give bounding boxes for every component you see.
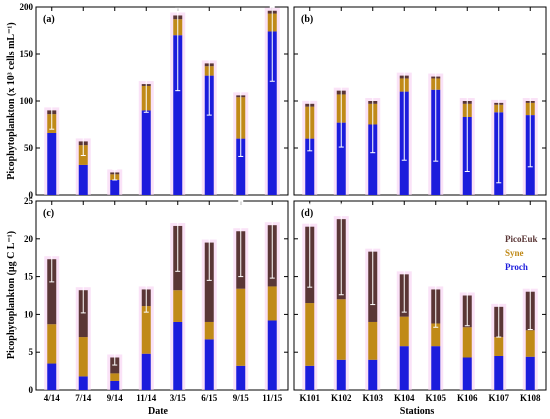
x-tick-label: 4/14 bbox=[44, 393, 61, 403]
panel-c: (c) 0 5 10 15 20 25 4/14 7/14 9/14 11/14 3/15 6/15 9/… bbox=[24, 196, 289, 403]
x-tick-label: K103 bbox=[362, 393, 383, 403]
bar-segment-proch bbox=[368, 359, 378, 390]
bar-segment-syne bbox=[368, 321, 378, 360]
bar-segment-proch bbox=[47, 132, 57, 195]
x-tick-label: 3/15 bbox=[170, 393, 187, 403]
legend-entry-proch: Proch bbox=[505, 262, 528, 272]
bar-segment-syne bbox=[236, 288, 246, 366]
bar-segment-proch bbox=[173, 35, 183, 196]
bar-segment-syne bbox=[78, 337, 88, 377]
x-tick-label: 6/15 bbox=[201, 393, 218, 403]
panel-frame bbox=[293, 200, 547, 391]
bar-segment-proch bbox=[267, 31, 277, 195]
panel-frame bbox=[293, 6, 547, 196]
bar-segment-picoeuk bbox=[47, 259, 57, 325]
panel-frame bbox=[35, 200, 289, 391]
y-tick-label: 5 bbox=[29, 347, 34, 357]
bar-segment-proch bbox=[305, 365, 315, 390]
x-tick-label: K101 bbox=[299, 393, 320, 403]
bar-segment-syne bbox=[173, 290, 183, 322]
x-tick-label: 11/15 bbox=[262, 393, 283, 403]
panel-letter: (b) bbox=[301, 14, 313, 25]
bar-segment-proch bbox=[336, 122, 346, 195]
bar-segment-proch bbox=[141, 110, 151, 195]
bar-segment-proch bbox=[236, 365, 246, 390]
x-tick-label: 7/14 bbox=[75, 393, 92, 403]
x-axis-title-date: Date bbox=[148, 406, 169, 417]
x-tick-label: 9/15 bbox=[233, 393, 250, 403]
y-tick-label: 20 bbox=[24, 234, 34, 244]
bar-segment-proch bbox=[204, 339, 214, 390]
y-tick-label: 50 bbox=[24, 143, 34, 153]
bar-segment-proch bbox=[110, 179, 120, 195]
bar-segment-picoeuk bbox=[78, 290, 88, 338]
panel-frame bbox=[35, 6, 289, 196]
legend: PicoEuk Syne Proch bbox=[505, 234, 538, 272]
bar-segment-syne bbox=[336, 299, 346, 360]
bar-segment-proch bbox=[267, 320, 277, 390]
bar-segment-syne bbox=[399, 316, 409, 347]
y-tick-label: 150 bbox=[20, 49, 34, 59]
bar-segment-proch bbox=[399, 346, 409, 390]
bar-segment-proch bbox=[305, 138, 315, 195]
y-tick-label: 15 bbox=[24, 272, 34, 282]
bar-segment-proch bbox=[494, 355, 504, 390]
legend-entry-picoeuk: PicoEuk bbox=[505, 234, 538, 244]
bar-segment-syne bbox=[141, 306, 151, 354]
x-tick-label: K102 bbox=[331, 393, 352, 403]
y-tick-label: 25 bbox=[24, 196, 34, 206]
bar-segment-proch bbox=[110, 380, 120, 390]
bar-segment-proch bbox=[525, 356, 535, 390]
y-tick-label: 200 bbox=[20, 2, 34, 12]
bar-segment-proch bbox=[78, 376, 88, 390]
bar-segment-syne bbox=[431, 323, 441, 347]
bar-segment-syne bbox=[110, 373, 120, 381]
panel-d: (d) K101 K102 K103 K104 K105 K106 K107 K108 bbox=[293, 200, 547, 403]
x-tick-label: K107 bbox=[488, 393, 509, 403]
bar-segment-syne bbox=[305, 303, 315, 366]
bar-segment-proch bbox=[78, 164, 88, 195]
x-tick-label: K105 bbox=[425, 393, 446, 403]
bar-segment-proch bbox=[204, 75, 214, 195]
legend-entry-syne: Syne bbox=[505, 248, 524, 258]
bar-segment-syne bbox=[267, 286, 277, 321]
bar-segment-syne bbox=[494, 337, 504, 356]
bar-segment-syne bbox=[204, 321, 214, 340]
bar-segment-proch bbox=[336, 359, 346, 390]
y-tick-label: 10 bbox=[24, 309, 34, 319]
bar-segment-syne bbox=[47, 324, 57, 364]
y-axis-title-top: Picophytoplankton (x 10³ cells mL⁻¹) bbox=[6, 22, 17, 179]
x-tick-label: K106 bbox=[457, 393, 478, 403]
panel-letter: (d) bbox=[301, 208, 313, 219]
panel-a: (a) 0 50 100 150 200 bbox=[20, 2, 289, 200]
x-tick-label: K108 bbox=[520, 393, 541, 403]
panel-letter: (c) bbox=[43, 208, 54, 219]
x-tick-label: 9/14 bbox=[107, 393, 124, 403]
bar-segment-proch bbox=[462, 357, 472, 390]
y-tick-label: 0 bbox=[29, 190, 34, 200]
x-tick-label: 11/14 bbox=[136, 393, 157, 403]
bar-segment-syne bbox=[525, 330, 535, 357]
bar-segment-proch bbox=[141, 353, 151, 390]
y-tick-label: 100 bbox=[20, 96, 34, 106]
y-axis-title-bottom: Picophytoplankton (μg C L⁻¹) bbox=[6, 231, 17, 359]
panel-b: (b) bbox=[293, 6, 547, 196]
x-axis-title-stations: Stations bbox=[400, 406, 435, 417]
bar-segment-proch bbox=[236, 138, 246, 195]
bar-segment-proch bbox=[431, 346, 441, 390]
x-tick-label: K104 bbox=[394, 393, 415, 403]
bar-segment-proch bbox=[173, 321, 183, 390]
bar-segment-syne bbox=[462, 327, 472, 358]
bar-segment-proch bbox=[47, 363, 57, 390]
bar-segment-picoeuk bbox=[204, 242, 214, 322]
bar-segment-proch bbox=[368, 124, 378, 195]
y-tick-label: 0 bbox=[29, 385, 34, 395]
panel-letter: (a) bbox=[43, 14, 55, 25]
